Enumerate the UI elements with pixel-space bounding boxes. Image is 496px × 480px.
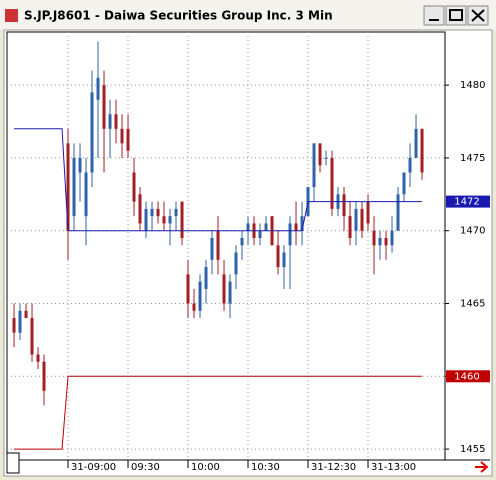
candle-body [378,237,382,246]
y-tick-label: 1480 [460,80,485,91]
candle-body [396,194,400,231]
scroll-arrow[interactable] [475,461,489,473]
candle-body [408,157,412,173]
candle-body [114,114,118,129]
price-tag [446,370,490,383]
candle-body [156,208,160,217]
candle-body [222,274,226,304]
candle-body [84,172,88,217]
app-icon [5,9,18,22]
candle-body [174,208,178,217]
candle-body [348,216,352,238]
title-bar [0,0,496,30]
candle-body [258,230,262,238]
maximize-button[interactable] [445,5,467,26]
candle-body [102,85,106,129]
candle-body [414,128,418,158]
candle-body [66,143,70,231]
candle-body [24,310,28,319]
candle-body [42,361,46,391]
x-tick-label: 10:00 [191,462,220,473]
candle-body [12,318,16,333]
price-tag-label: 1472 [454,197,479,208]
x-tick-label: 31-13:00 [371,462,416,473]
candle-body [162,216,166,224]
candle-body [138,194,142,224]
candle-body [318,143,322,166]
candle-body [18,310,22,333]
x-tick-label: 31-12:30 [311,462,356,473]
candle-body [150,208,154,217]
candle-body [276,245,280,268]
candle-body [420,128,424,173]
candle-body [30,318,34,355]
candle-body [282,252,286,268]
candle-body [120,128,124,144]
candle-body [90,92,94,173]
x-tick-label: 31-09:00 [71,462,116,473]
candle-body [72,157,76,217]
candle-body [168,216,172,224]
candle-body [342,194,346,217]
close-button[interactable] [467,5,489,26]
price-tag-label: 1460 [454,371,479,382]
candle-body [294,223,298,231]
candle-body [216,230,220,260]
candle-body [144,208,148,231]
candle-body [366,201,370,224]
candle-body [390,230,394,246]
candle-body [78,157,82,173]
x-tick-label: 10:30 [251,462,280,473]
candle-body [36,354,40,362]
y-tick-label: 1475 [460,153,485,164]
candle-body [372,230,376,246]
candle-body [132,172,136,202]
candle-body [240,237,244,246]
candle-body [228,281,232,304]
chart-title: S.JP.J8601 - Daiwa Securities Group Inc.… [24,9,333,23]
plot-area [6,31,446,461]
indicator-line [14,128,423,232]
candle-body [312,143,316,188]
candle-body [126,128,130,151]
candle-body [234,252,238,275]
price-tag [446,195,490,208]
y-tick-label: 1465 [460,299,485,310]
minimize-button[interactable] [423,5,445,26]
candle-body [354,208,358,231]
candle-body [186,274,190,304]
candle-body [324,157,328,159]
candle-body [198,281,202,311]
candle-body [210,237,214,260]
candle-body [288,223,292,246]
candle-body [360,208,364,231]
candle-body [108,114,112,129]
y-tick-label: 1470 [460,226,485,237]
candle-body [204,267,208,289]
candle-body [402,172,406,195]
candle-body [330,157,334,209]
y-tick-label: 1455 [460,444,485,455]
candle-body [300,216,304,231]
x-tick-label: 09:30 [131,462,160,473]
candle-body [96,77,100,100]
candle-body [246,223,250,231]
candle-body [384,237,388,246]
indicator-line [14,375,423,450]
scroll-box[interactable] [6,452,20,474]
candle-body [192,303,196,311]
candle-body [180,201,184,238]
candle-body [264,223,268,231]
